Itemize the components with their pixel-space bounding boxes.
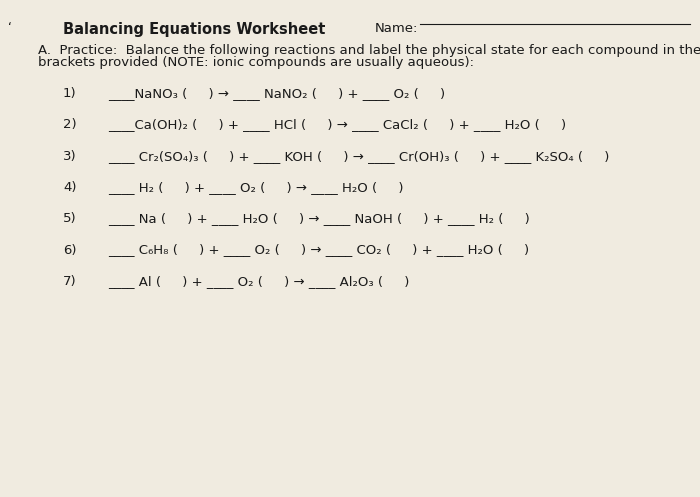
Text: 1): 1) xyxy=(63,87,76,100)
Text: Balancing Equations Worksheet: Balancing Equations Worksheet xyxy=(63,22,326,37)
Text: ____ Cr₂(SO₄)₃ (     ) + ____ KOH (     ) → ____ Cr(OH)₃ (     ) + ____ K₂SO₄ ( : ____ Cr₂(SO₄)₃ ( ) + ____ KOH ( ) → ____… xyxy=(108,150,610,163)
Text: brackets provided (NOTE: ionic compounds are usually aqueous):: brackets provided (NOTE: ionic compounds… xyxy=(38,56,475,69)
Text: ‘: ‘ xyxy=(8,21,13,34)
Text: 5): 5) xyxy=(63,212,76,225)
Text: 2): 2) xyxy=(63,118,76,131)
Text: A.  Practice:  Balance the following reactions and label the physical state for : A. Practice: Balance the following react… xyxy=(38,44,700,57)
Text: ____Ca(OH)₂ (     ) + ____ HCl (     ) → ____ CaCl₂ (     ) + ____ H₂O (     ): ____Ca(OH)₂ ( ) + ____ HCl ( ) → ____ Ca… xyxy=(108,118,566,131)
Text: ____NaNO₃ (     ) → ____ NaNO₂ (     ) + ____ O₂ (     ): ____NaNO₃ ( ) → ____ NaNO₂ ( ) + ____ O₂… xyxy=(108,87,446,100)
Text: 4): 4) xyxy=(63,181,76,194)
Text: Name:: Name: xyxy=(374,22,418,35)
Text: ____ Na (     ) + ____ H₂O (     ) → ____ NaOH (     ) + ____ H₂ (     ): ____ Na ( ) + ____ H₂O ( ) → ____ NaOH (… xyxy=(108,212,531,225)
Text: 7): 7) xyxy=(63,275,76,288)
Text: 3): 3) xyxy=(63,150,76,163)
Text: 6): 6) xyxy=(63,244,76,256)
Text: ____ C₆H₈ (     ) + ____ O₂ (     ) → ____ CO₂ (     ) + ____ H₂O (     ): ____ C₆H₈ ( ) + ____ O₂ ( ) → ____ CO₂ (… xyxy=(108,244,530,256)
Text: ____ Al (     ) + ____ O₂ (     ) → ____ Al₂O₃ (     ): ____ Al ( ) + ____ O₂ ( ) → ____ Al₂O₃ (… xyxy=(108,275,410,288)
Text: ____ H₂ (     ) + ____ O₂ (     ) → ____ H₂O (     ): ____ H₂ ( ) + ____ O₂ ( ) → ____ H₂O ( ) xyxy=(108,181,404,194)
